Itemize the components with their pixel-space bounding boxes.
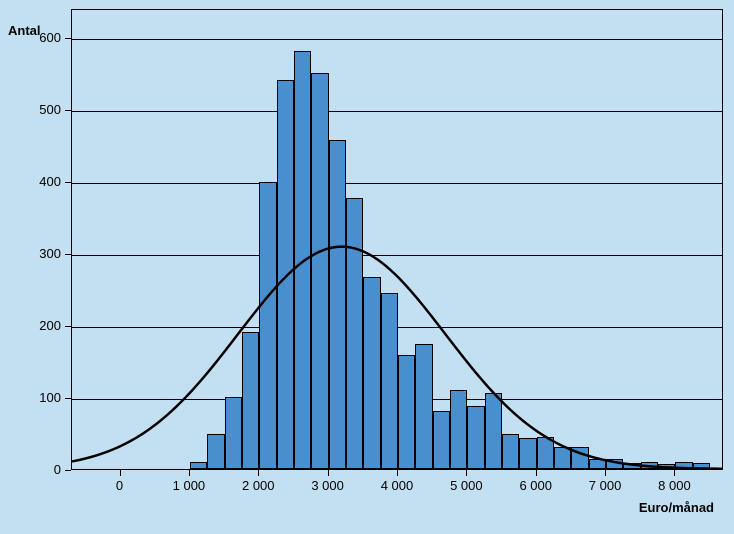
y-tick-label: 200 [39,318,61,333]
y-tick-label: 400 [39,174,61,189]
y-tick-label: 0 [54,462,61,477]
histogram-chart: 0 100 200 300 400 500 600 0 1 000 2 000 3 000 4 000… [0,0,734,534]
x-tick-label: 1 000 [164,478,214,493]
y-tick [65,254,71,255]
y-tick [65,182,71,183]
y-tick-label: 300 [39,246,61,261]
x-tick [605,470,606,476]
x-tick [328,470,329,476]
x-tick [189,470,190,476]
x-tick-label: 3 000 [303,478,353,493]
x-tick-label: 2 000 [233,478,283,493]
x-tick [536,470,537,476]
y-tick-label: 600 [39,30,61,45]
x-tick-label: 8 000 [649,478,699,493]
y-tick [65,38,71,39]
x-tick-label: 7 000 [580,478,630,493]
x-tick-label: 0 [95,478,145,493]
y-tick [65,398,71,399]
x-tick [466,470,467,476]
x-axis-title: Euro/månad [639,500,714,515]
x-tick [258,470,259,476]
plot-area [71,9,723,470]
x-tick [397,470,398,476]
x-tick [120,470,121,476]
y-tick [65,326,71,327]
x-tick-label: 6 000 [511,478,561,493]
x-tick-label: 5 000 [441,478,491,493]
y-axis-title: Antal [8,23,41,38]
x-tick-label: 4 000 [372,478,422,493]
normal-curve [72,10,722,469]
y-tick [65,470,71,471]
y-tick-label: 100 [39,390,61,405]
y-tick [65,110,71,111]
x-tick [674,470,675,476]
y-tick-label: 500 [39,102,61,117]
